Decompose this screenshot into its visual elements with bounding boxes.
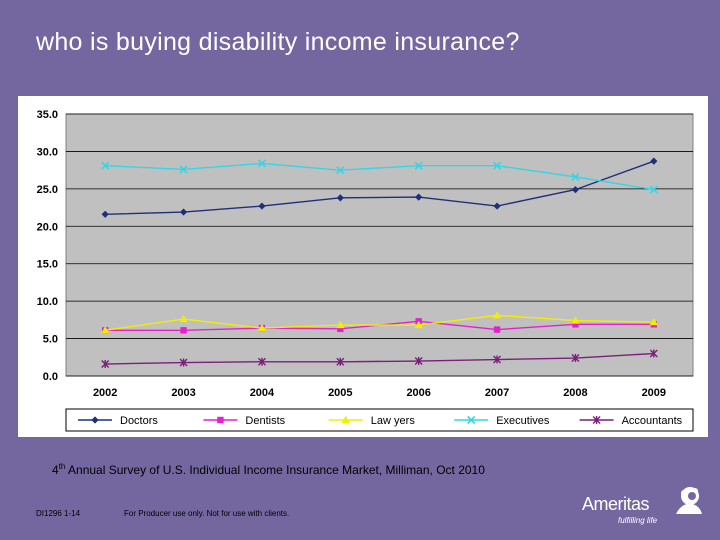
x-tick-label: 2003	[171, 387, 195, 399]
data-point-dentists	[180, 327, 187, 334]
legend-label: Law yers	[371, 415, 416, 427]
source-note: 4th Annual Survey of U.S. Individual Inc…	[52, 462, 485, 477]
data-point-law-yers	[414, 320, 423, 329]
data-point-doctors	[571, 186, 580, 194]
y-tick-label: 10.0	[37, 296, 58, 308]
data-point-accountants	[336, 357, 345, 366]
legend-label: Accountants	[622, 415, 683, 427]
data-point-doctors	[493, 202, 501, 210]
x-tick-label: 2007	[485, 387, 509, 399]
data-point-doctors	[101, 210, 109, 218]
legend-box	[65, 408, 694, 432]
x-tick-label: 2005	[328, 387, 352, 399]
source-text: Annual Survey of U.S. Individual Income …	[65, 463, 485, 477]
data-point-executives	[179, 165, 188, 174]
source-ordinal: 4	[52, 463, 59, 477]
legend-item-dentists: Dentists	[203, 415, 286, 427]
legend-item-law-yers: Law yers	[328, 415, 416, 427]
data-point-doctors	[650, 157, 658, 165]
data-point-accountants	[649, 349, 658, 358]
series-line-doctors	[105, 160, 655, 216]
legend-label: Doctors	[120, 415, 158, 427]
legend-marker	[341, 415, 350, 423]
series-line-accountants	[105, 352, 654, 365]
document-code: DI1296 1-14	[36, 509, 81, 518]
data-point-dentists	[337, 325, 344, 333]
disclaimer: For Producer use only. Not for use with …	[124, 509, 290, 518]
y-tick-label: 25.0	[37, 184, 58, 196]
data-point-executives	[571, 172, 580, 181]
data-point-law-yers	[336, 320, 345, 329]
y-tick-label: 15.0	[37, 259, 58, 271]
series-line-executives	[105, 162, 654, 191]
y-tick-label: 0.0	[43, 371, 58, 383]
y-tick-label: 20.0	[37, 221, 58, 233]
data-point-accountants	[571, 354, 580, 363]
data-point-law-yers	[492, 311, 502, 319]
data-point-accountants	[493, 355, 502, 364]
data-point-accountants	[414, 357, 423, 366]
data-point-executives	[257, 159, 267, 168]
series-law-yers	[100, 311, 659, 334]
data-point-law-yers	[179, 314, 188, 323]
source-superscript: th	[58, 462, 66, 471]
legend-marker	[217, 416, 224, 424]
data-point-law-yers	[649, 317, 659, 326]
lion-emblem-icon	[676, 487, 702, 514]
legend-item-accountants: Accountants	[579, 415, 683, 427]
legend-item-executives: Executives	[454, 415, 550, 427]
plot-area	[65, 113, 694, 377]
x-tick-label: 2008	[563, 387, 587, 399]
legend-marker	[592, 416, 601, 424]
legend-marker	[91, 416, 99, 424]
x-tick-label: 2009	[642, 387, 666, 399]
series-doctors	[101, 157, 658, 218]
x-tick-label: 2002	[93, 387, 117, 399]
data-point-accountants	[101, 360, 110, 369]
series-accountants	[101, 349, 658, 369]
data-point-law-yers	[100, 326, 110, 334]
data-point-executives	[414, 161, 423, 170]
data-point-executives	[101, 161, 110, 170]
data-point-doctors	[336, 194, 344, 202]
legend-label: Executives	[496, 415, 550, 427]
chart-container: 0.0 5.0 10.0 15.0 20.0 25.0 30.0 35.0 2002 2003 20…	[18, 96, 708, 437]
y-tick-label: 5.0	[43, 334, 58, 346]
data-point-dentists	[572, 321, 579, 328]
data-point-executives	[336, 166, 345, 175]
slide-title: who is buying disability income insuranc…	[36, 28, 520, 56]
legend-label: Dentists	[245, 415, 285, 427]
legend-marker	[467, 415, 476, 425]
x-tick-label: 2004	[250, 387, 275, 399]
series-executives	[101, 159, 658, 194]
data-point-law-yers	[257, 323, 267, 332]
data-point-executives	[649, 185, 658, 194]
y-tick-label: 30.0	[37, 146, 58, 158]
logo-name: Ameritas	[582, 494, 650, 514]
data-point-doctors	[415, 193, 423, 201]
data-point-accountants	[179, 358, 188, 367]
y-tick-label: 35.0	[37, 109, 58, 121]
data-point-accountants	[257, 357, 266, 366]
series-line-law-yers	[105, 314, 654, 332]
data-point-doctors	[179, 208, 188, 216]
line-chart: 0.0 5.0 10.0 15.0 20.0 25.0 30.0 35.0 2002 2003 20…	[37, 109, 694, 432]
logo-tagline: fulfilling life	[618, 516, 658, 525]
data-point-doctors	[258, 202, 266, 210]
x-tick-label: 2006	[406, 387, 430, 399]
legend-item-doctors: Doctors	[78, 415, 158, 427]
data-point-executives	[492, 161, 502, 170]
data-point-dentists	[493, 326, 501, 333]
data-point-law-yers	[571, 316, 580, 324]
ameritas-logo: Ameritas fulfilling life	[582, 484, 712, 530]
